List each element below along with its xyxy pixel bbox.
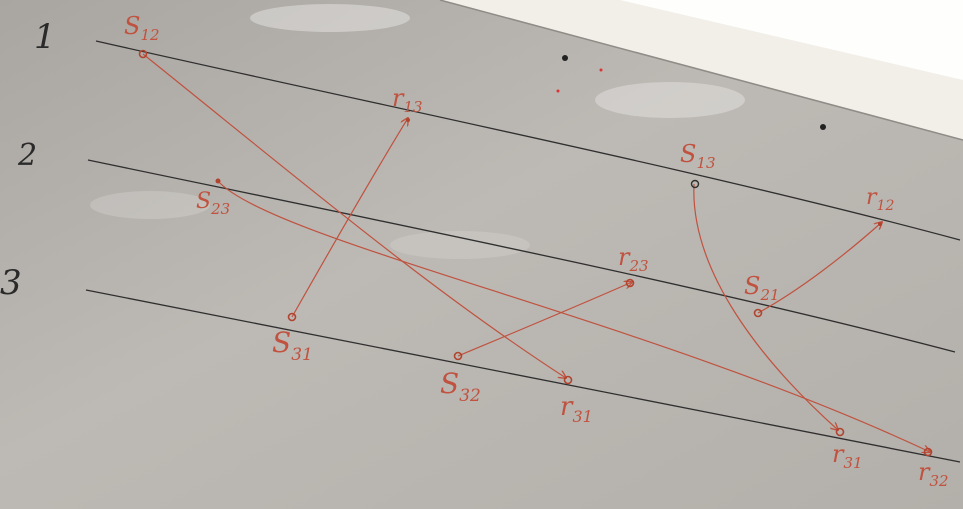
dot — [562, 55, 568, 61]
process-number-1: 1 — [34, 17, 56, 57]
message-s31-to-r13 — [291, 118, 408, 318]
event-s31-dot — [287, 312, 297, 322]
event-s23-dot — [215, 178, 221, 184]
label-s12: S12 — [124, 12, 160, 44]
label-s21: S21 — [744, 272, 780, 304]
event-r13-dot — [406, 118, 410, 122]
label-r31-right: r31 — [832, 440, 863, 472]
label-r12: r12 — [866, 185, 894, 214]
label-r13: r13 — [392, 84, 423, 116]
process-2-timeline — [87, 159, 956, 353]
event-s32-dot — [453, 351, 463, 361]
event-r32-dot — [923, 447, 933, 457]
reflection — [595, 82, 745, 118]
message-s21-to-r12 — [757, 222, 882, 314]
reflection — [250, 4, 410, 32]
dot — [599, 68, 603, 72]
label-r32: r32 — [918, 458, 949, 490]
process-number-2: 2 — [17, 138, 37, 173]
label-r31: r31 — [560, 392, 593, 426]
label-s32: S32 — [440, 367, 481, 406]
label-s13: S13 — [680, 140, 716, 172]
reflection — [390, 231, 530, 259]
event-s21-dot — [753, 308, 763, 318]
event-r12-dot — [878, 222, 882, 226]
message-s12-to-r31 — [142, 53, 566, 378]
reflection — [90, 191, 210, 219]
event-r23-dot — [625, 278, 635, 288]
window-glare — [620, 0, 963, 80]
event-s12-dot — [138, 49, 148, 59]
dot — [820, 124, 826, 130]
event-r31-dot — [563, 375, 573, 385]
label-s23: S23 — [196, 189, 230, 218]
label-s31: S31 — [272, 326, 313, 365]
board-top-edge — [439, 0, 963, 141]
event-s13-dot — [690, 179, 700, 189]
process-number-3: 3 — [0, 263, 22, 303]
message-s13-to-r31 — [693, 183, 838, 430]
dot — [556, 89, 560, 93]
event-r31-right-dot — [835, 427, 845, 437]
process-1-timeline — [95, 40, 961, 241]
message-s32-to-r23 — [457, 282, 632, 357]
label-r23: r23 — [618, 243, 649, 275]
